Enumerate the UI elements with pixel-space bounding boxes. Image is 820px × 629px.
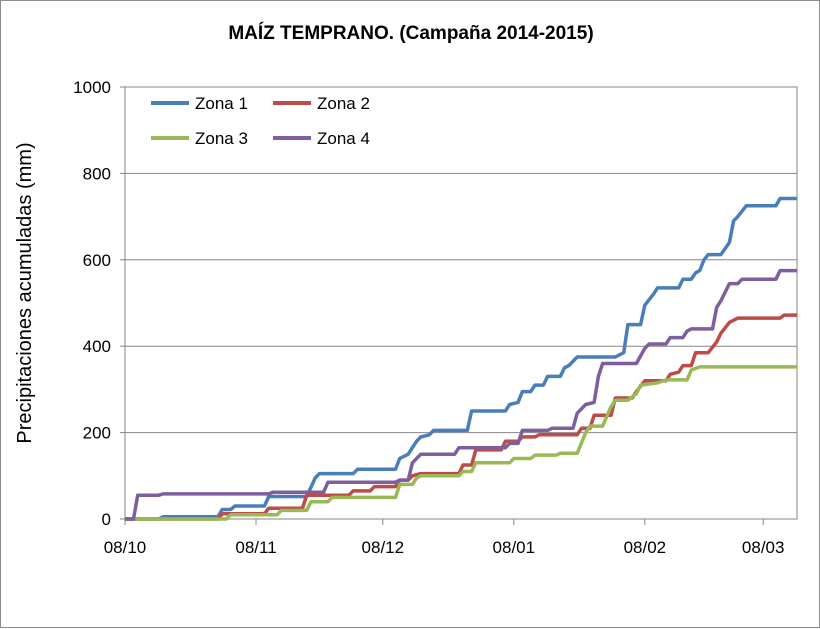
series-lines (125, 196, 797, 521)
y-tick-label-1000: 1000 (73, 78, 111, 97)
plot-area (124, 86, 798, 520)
y-tick-label-0: 0 (102, 510, 111, 529)
x-tick-label-1: 08/11 (235, 538, 276, 557)
gridlines (125, 172, 797, 434)
y-axis-label: Precipitaciones acumuladas (mm) (14, 142, 36, 443)
y-tick-label-800: 800 (83, 164, 111, 183)
x-tick-label-3: 08/01 (493, 538, 536, 557)
y-tick-label-200: 200 (83, 424, 111, 443)
x-tick-label-5: 08/03 (742, 538, 785, 557)
series-line-2 (125, 313, 797, 521)
y-tick-label-600: 600 (83, 251, 111, 270)
legend-label-2: Zona 2 (317, 94, 370, 113)
series-line-4 (125, 268, 797, 521)
x-tick-label-4: 08/02 (624, 538, 667, 557)
legend-label-3: Zona 3 (195, 129, 248, 148)
chart-title: MAÍZ TEMPRANO. (Campaña 2014-2015) (228, 22, 593, 44)
x-tick-label-2: 08/12 (362, 538, 405, 557)
series-line-1 (125, 196, 797, 521)
series-line-3 (125, 365, 797, 521)
x-tick-label-0: 08/10 (104, 538, 147, 557)
legend-label-1: Zona 1 (195, 94, 248, 113)
legend: Zona 1 Zona 2 Zona 3 Zona 4 (151, 94, 370, 148)
y-axis-ticks: 0 200 400 600 800 1000 (73, 78, 125, 529)
y-tick-label-400: 400 (83, 337, 111, 356)
x-axis-ticks: 08/10 08/11 08/12 08/01 08/02 08/03 (104, 519, 785, 557)
legend-label-4: Zona 4 (317, 129, 370, 148)
